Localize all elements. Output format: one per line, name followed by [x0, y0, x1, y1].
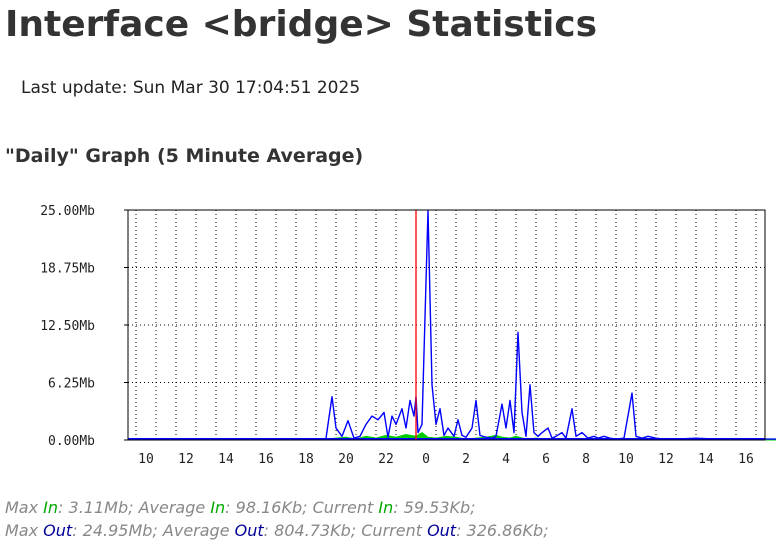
stats-in-avg-label: Average	[138, 498, 211, 517]
x-tick-label: 16	[258, 452, 274, 467]
last-update-label: Last update:	[21, 78, 128, 98]
series-out	[128, 209, 776, 440]
stats-out-max-value: : 24.95Mb;	[72, 521, 163, 540]
stats-out-cur-value: : 326.86Kb;	[456, 521, 549, 540]
x-tick-label: 20	[338, 452, 354, 467]
x-tick-label: 0	[422, 452, 430, 467]
y-tick-label: 18.75Mb	[40, 262, 95, 277]
y-axis: 0.00Mb 6.25Mb 12.50Mb 18.75Mb 25.00Mb	[40, 204, 128, 449]
x-tick-label: 12	[178, 452, 194, 467]
x-axis: 10 12 14 16 18 20 22 0 2 4 6 8 10 12 14 16	[138, 452, 754, 467]
stats-out-line: Max Out: 24.95Mb; Average Out: 804.73Kb;…	[5, 521, 549, 540]
graph-title: "Daily" Graph (5 Minute Average)	[5, 145, 364, 167]
stats-in-avg-value: : 98.16Kb;	[225, 498, 313, 517]
y-tick-label: 25.00Mb	[40, 204, 95, 219]
x-tick-label: 12	[658, 452, 674, 467]
last-update-value: Sun Mar 30 17:04:51 2025	[132, 78, 361, 98]
stats-in-max-value: : 3.11Mb;	[58, 498, 139, 517]
stats-in-word: In	[210, 498, 226, 517]
stats-in-max-label: Max	[5, 498, 44, 517]
page-title: Interface <bridge> Statistics	[5, 4, 598, 45]
x-tick-label: 4	[502, 452, 510, 467]
x-tick-label: 22	[378, 452, 394, 467]
stats-in-cur-label: Current	[312, 498, 379, 517]
last-update: Last update: Sun Mar 30 17:04:51 2025	[21, 78, 360, 98]
stats-out-avg-value: : 804.73Kb;	[263, 521, 362, 540]
x-tick-label: 18	[298, 452, 314, 467]
x-tick-label: 2	[462, 452, 470, 467]
stats-out-word: Out	[427, 521, 457, 540]
stats-in-word: In	[43, 498, 59, 517]
stats-in-line: Max In: 3.11Mb; Average In: 98.16Kb; Cur…	[5, 498, 476, 517]
stats-out-word: Out	[234, 521, 264, 540]
plot-frame	[127, 209, 766, 441]
plot-background	[128, 210, 765, 440]
stats-in-word: In	[378, 498, 394, 517]
x-tick-label: 8	[582, 452, 590, 467]
daily-traffic-chart: 0.00Mb 6.25Mb 12.50Mb 18.75Mb 25.00Mb 10 12 14…	[40, 204, 776, 467]
y-tick-label: 12.50Mb	[40, 319, 95, 334]
stats-out-avg-label: Average	[162, 521, 235, 540]
x-tick-label: 16	[738, 452, 754, 467]
stats-out-word: Out	[43, 521, 73, 540]
stats-out-max-label: Max	[5, 521, 44, 540]
x-tick-label: 14	[218, 452, 234, 467]
x-tick-label: 10	[618, 452, 634, 467]
y-tick-label: 6.25Mb	[48, 377, 95, 392]
x-tick-label: 10	[138, 452, 154, 467]
x-tick-label: 6	[542, 452, 550, 467]
x-tick-label: 14	[698, 452, 714, 467]
stats-out-cur-label: Current	[361, 521, 428, 540]
y-tick-label: 0.00Mb	[48, 434, 95, 449]
stats-in-cur-value: : 59.53Kb;	[393, 498, 476, 517]
